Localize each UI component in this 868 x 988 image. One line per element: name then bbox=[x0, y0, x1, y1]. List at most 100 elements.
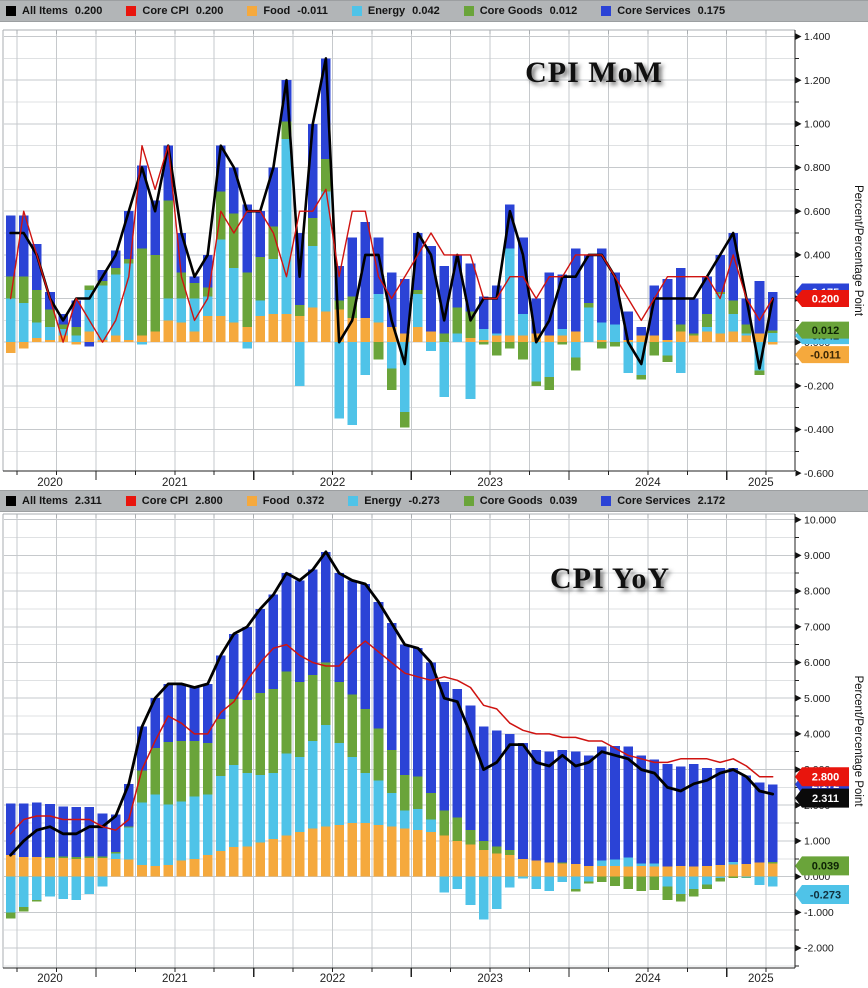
bar-segment bbox=[373, 342, 384, 360]
legend-value: -0.273 bbox=[408, 495, 440, 507]
bar-segment bbox=[741, 298, 752, 325]
y-tick-label: 0.400 bbox=[804, 249, 830, 261]
x-tick-label: 2024 bbox=[635, 973, 661, 985]
bar-segment bbox=[137, 248, 147, 336]
bar-segment bbox=[5, 342, 16, 354]
bar-segment bbox=[32, 243, 42, 290]
bar-segment bbox=[176, 298, 187, 323]
legend-item: Core Goods 0.039 bbox=[463, 495, 577, 507]
bar-segment bbox=[452, 876, 463, 890]
bar-segment bbox=[110, 858, 121, 877]
bar-segment bbox=[176, 683, 187, 741]
bar-segment bbox=[767, 333, 778, 343]
bar-segment bbox=[570, 889, 581, 892]
bar-segment bbox=[58, 324, 68, 330]
bar-segment bbox=[702, 865, 712, 877]
legend-swatch-icon bbox=[601, 6, 612, 16]
bar-segment bbox=[491, 333, 502, 336]
bar-segment bbox=[334, 824, 344, 877]
bar-segment bbox=[242, 272, 252, 327]
bar-segment bbox=[189, 741, 200, 797]
bar-segment bbox=[360, 823, 371, 877]
bar-segment bbox=[557, 876, 568, 882]
badge-value: 2.311 bbox=[812, 793, 839, 805]
bar-segment bbox=[189, 331, 200, 343]
bar-segment bbox=[767, 330, 778, 334]
bar-segment bbox=[570, 864, 581, 877]
x-axis-labels: 2020 2021 2022 2023 2024 2025 bbox=[37, 973, 773, 985]
bar-segment bbox=[84, 331, 95, 343]
bar-segment bbox=[242, 204, 252, 273]
legend-label: All Items bbox=[22, 495, 68, 507]
bar-segment bbox=[478, 876, 489, 920]
bar-segment bbox=[373, 780, 384, 825]
legend-swatch-icon bbox=[126, 6, 137, 16]
bar-segment bbox=[465, 263, 476, 312]
bar-segment bbox=[58, 876, 68, 899]
tick-arrow-icon bbox=[795, 208, 802, 215]
bar-segment bbox=[110, 274, 121, 336]
y-axis-title: Percent/Percentage Point bbox=[852, 185, 864, 317]
bar-segment bbox=[163, 145, 174, 201]
bar-segment bbox=[124, 783, 134, 827]
bar-segment bbox=[754, 281, 765, 334]
bar-segment bbox=[426, 342, 436, 351]
bar-segment bbox=[216, 850, 226, 877]
bar-segment bbox=[294, 832, 305, 877]
bar-segment bbox=[689, 298, 699, 334]
bar-segment bbox=[610, 876, 620, 886]
bar-segment bbox=[150, 865, 160, 877]
bar-segment bbox=[439, 682, 449, 811]
tick-arrow-icon bbox=[795, 766, 802, 773]
bar-segment bbox=[597, 340, 607, 343]
bar-segment bbox=[281, 835, 292, 877]
bar-segment bbox=[229, 267, 239, 323]
bar-segment bbox=[45, 340, 55, 343]
bar-segment bbox=[413, 648, 423, 777]
bar-segment bbox=[597, 322, 607, 341]
bar-segment bbox=[58, 329, 68, 336]
tick-arrow-icon bbox=[795, 837, 802, 845]
bar-segment bbox=[767, 861, 778, 864]
grid-layer bbox=[4, 30, 795, 471]
bar-segment bbox=[150, 200, 160, 255]
bar-segment bbox=[439, 876, 449, 893]
bar-segment bbox=[518, 313, 528, 336]
bar-segment bbox=[32, 899, 42, 902]
value-badge: 2.800 bbox=[795, 767, 849, 787]
bar-segment bbox=[360, 318, 371, 343]
bar-segment bbox=[97, 281, 108, 286]
tick-arrow-icon bbox=[795, 120, 802, 128]
legend-swatch-icon bbox=[348, 496, 359, 506]
bar-segment bbox=[478, 342, 489, 345]
bar-segment bbox=[649, 866, 660, 877]
bar-segment bbox=[58, 335, 68, 343]
bar-segment bbox=[137, 335, 147, 343]
bar-segment bbox=[478, 340, 489, 343]
bar-segment bbox=[689, 333, 699, 336]
bar-segment bbox=[71, 858, 82, 877]
bar-segment bbox=[439, 333, 449, 343]
x-tick-label: 2021 bbox=[162, 477, 188, 489]
bar-segment bbox=[18, 803, 29, 857]
legend-label: Energy bbox=[367, 5, 406, 17]
bar-segment bbox=[478, 726, 489, 841]
legend-item: Core Services 0.175 bbox=[601, 5, 725, 17]
bar-segment bbox=[321, 826, 331, 877]
y-axis-title: Percent/Percentage Point bbox=[852, 675, 864, 807]
legend-item: Food -0.011 bbox=[247, 5, 328, 17]
tick-arrow-icon bbox=[795, 694, 802, 702]
bar-segment bbox=[557, 862, 568, 864]
legend-label: Energy bbox=[364, 495, 402, 507]
y-tick-label: 1.400 bbox=[804, 31, 830, 43]
bar-segment bbox=[189, 276, 200, 284]
legend-label: Core Services bbox=[617, 5, 691, 17]
bar-segment bbox=[97, 876, 108, 887]
bar-segment bbox=[255, 692, 266, 775]
bar-segment bbox=[662, 866, 673, 877]
bar-segment bbox=[649, 335, 660, 343]
bar-segment bbox=[754, 333, 765, 343]
bar-segment bbox=[321, 724, 331, 827]
bar-segment bbox=[268, 839, 279, 877]
x-axis-labels: 2020 2021 2022 2023 2024 2025 bbox=[37, 477, 773, 489]
